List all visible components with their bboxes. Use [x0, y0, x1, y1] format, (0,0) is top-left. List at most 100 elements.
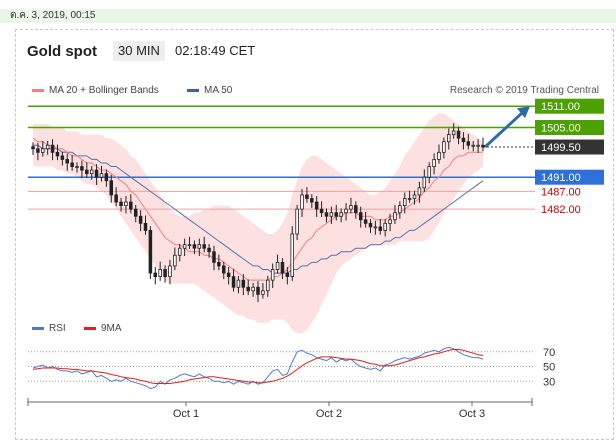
candle-body	[207, 247, 211, 253]
candle-body	[447, 134, 451, 143]
candle-body	[65, 159, 69, 164]
instrument-title: Gold spot	[27, 43, 97, 60]
candle-body	[412, 194, 417, 199]
candle-body	[393, 212, 397, 221]
level-label: 1511.00	[541, 101, 580, 113]
legend-rsi: RSI	[32, 323, 66, 334]
candle-body	[290, 233, 294, 277]
candle-body	[55, 151, 60, 157]
candle-body	[45, 144, 50, 150]
candle-body	[133, 208, 138, 217]
candle-body	[476, 144, 480, 147]
candle-body	[383, 222, 387, 231]
candle-body	[187, 244, 192, 247]
candle-body	[168, 265, 172, 278]
candle-body	[94, 169, 99, 178]
candle-body	[89, 169, 94, 175]
rsi-ma9-line	[32, 349, 484, 384]
rsi-line	[32, 346, 484, 390]
candle-body	[153, 272, 158, 277]
level-label: 1482.00	[541, 204, 581, 216]
legend-ma20: MA 20 + Bollinger Bands	[32, 85, 159, 96]
forecast-arrowhead-icon	[517, 106, 530, 119]
candle-body	[138, 215, 143, 224]
candle-body	[270, 269, 275, 281]
candle-body	[50, 144, 55, 153]
legend-ma50-label: MA 50	[204, 85, 233, 96]
candle-body	[432, 159, 436, 167]
candle-body	[197, 244, 202, 249]
candle-body	[80, 166, 84, 171]
ma50-line	[33, 144, 484, 274]
forecast-arrow-icon	[483, 110, 526, 149]
ma50-swatch-icon	[187, 89, 199, 92]
candle-body	[202, 244, 206, 249]
level-label: 1487.00	[541, 186, 581, 198]
level-tag	[535, 120, 604, 135]
candle-body	[266, 279, 270, 292]
candle-body	[241, 279, 246, 288]
candle-body	[417, 187, 422, 196]
candle-body	[402, 198, 407, 206]
candle-body	[236, 279, 241, 288]
candle-body	[31, 146, 35, 150]
candle-body	[212, 251, 216, 263]
candle-body	[358, 212, 363, 221]
candle-body	[481, 144, 485, 148]
candle-body	[354, 205, 358, 214]
candle-body	[456, 130, 461, 139]
candle-body	[85, 169, 89, 175]
candle-body	[70, 162, 74, 167]
candle-body	[339, 212, 343, 217]
candle-body	[422, 176, 427, 189]
candle-body	[451, 130, 456, 136]
candle-body	[324, 212, 329, 217]
level-label: 1499.50	[541, 142, 581, 154]
candle-body	[314, 201, 319, 210]
candle-body	[329, 212, 334, 217]
candle-body	[173, 254, 177, 267]
legend-ma20-label: MA 20 + Bollinger Bands	[49, 85, 159, 96]
candle-body	[334, 212, 339, 217]
level-label: 1505.00	[541, 123, 581, 135]
candle-body	[109, 180, 114, 196]
rsi-level-label: 70	[543, 347, 555, 359]
rsi-level-label: 30	[543, 376, 555, 388]
candle-body	[231, 276, 236, 288]
candle-body	[36, 148, 40, 153]
candle-body	[300, 194, 304, 210]
candle-body	[158, 269, 162, 277]
candle-body	[310, 198, 314, 203]
x-tick-label: Oct 2	[316, 408, 342, 420]
rsi-level-label: 50	[543, 362, 555, 374]
candle-body	[143, 222, 148, 231]
candle-body	[471, 144, 475, 147]
candle-body	[182, 244, 187, 249]
credit-text: Research © 2019 Trading Central	[449, 85, 599, 96]
candle-body	[41, 148, 45, 153]
candle-body	[427, 166, 431, 178]
timeframe-badge[interactable]: 30 MIN	[113, 41, 165, 61]
candle-body	[261, 290, 265, 295]
x-tick-label: Oct 3	[459, 408, 485, 420]
candle-body	[349, 205, 353, 210]
ma20-swatch-icon	[32, 89, 44, 92]
candle-body	[461, 137, 466, 143]
legend-rsi-label: RSI	[49, 323, 66, 334]
candle-body	[388, 219, 392, 224]
candle-body	[295, 208, 299, 235]
candle-body	[119, 201, 123, 207]
candle-body	[466, 141, 471, 146]
candle-body	[275, 261, 280, 270]
level-label: 1491.00	[541, 172, 581, 184]
candle-body	[192, 244, 197, 249]
level-tag	[535, 169, 604, 185]
candle-body	[60, 155, 65, 160]
candle-body	[226, 272, 231, 277]
candle-body	[129, 201, 133, 210]
x-tick-label: Oct 1	[173, 408, 199, 420]
rsi-swatch-icon	[32, 327, 44, 330]
candle-body	[148, 230, 153, 274]
candle-body	[305, 194, 309, 199]
